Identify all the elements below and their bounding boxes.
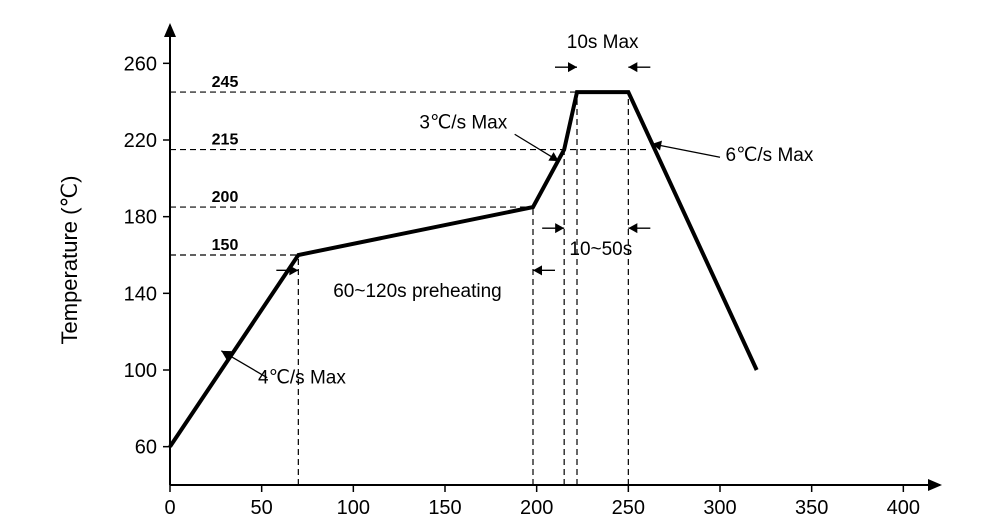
arrow-ramp-3c-head xyxy=(548,152,558,161)
y-tick-label: 180 xyxy=(124,207,157,229)
guide-hline-label: 150 xyxy=(212,237,239,254)
guide-hline-label: 245 xyxy=(212,74,239,91)
arrow-ramp-down-6c xyxy=(652,144,720,157)
label-ramp-down-6c: 6℃/s Max xyxy=(726,145,814,166)
label-ramp-3c: 3℃/s Max xyxy=(419,113,507,134)
x-tick-label: 0 xyxy=(164,497,175,519)
guide-hline-label: 215 xyxy=(212,132,239,149)
x-tick-label: 300 xyxy=(703,497,736,519)
temperature-profile xyxy=(170,92,757,447)
x-tick-label: 350 xyxy=(795,497,828,519)
y-tick-label: 100 xyxy=(124,360,157,382)
chart-svg: 0 50 100 150 200 250 300 350 400 60 100 140 180 220 26… xyxy=(0,0,1000,525)
x-axis-arrow xyxy=(928,479,942,491)
span-preheating-right-head xyxy=(533,265,542,275)
span-soak-right-head xyxy=(628,223,637,233)
y-tick-label: 260 xyxy=(124,53,157,75)
reflow-profile-chart: Temperature (℃) 050100150200250300350400… xyxy=(0,0,1000,525)
x-tick-label: 50 xyxy=(251,497,273,519)
span-soak-left-head xyxy=(555,223,564,233)
y-tick-label: 220 xyxy=(124,130,157,152)
y-axis-arrow xyxy=(164,23,176,37)
span-peak-left-head xyxy=(568,62,577,72)
x-tick-label: 400 xyxy=(887,497,920,519)
label-soak-10-50s: 10~50s xyxy=(569,239,632,260)
y-tick-label: 140 xyxy=(124,283,157,305)
x-tick-label: 100 xyxy=(337,497,370,519)
span-peak-right-head xyxy=(628,62,637,72)
span-preheating-left-head xyxy=(289,265,298,275)
label-preheating: 60~120s preheating xyxy=(333,281,502,302)
y-tick-label: 60 xyxy=(135,437,157,459)
guide-hline-label: 200 xyxy=(212,189,239,206)
x-tick-label: 250 xyxy=(612,497,645,519)
x-tick-label: 150 xyxy=(428,497,461,519)
x-tick-label: 200 xyxy=(520,497,553,519)
label-peak-10s: 10s Max xyxy=(567,32,639,53)
label-ramp-up-4c: 4℃/s Max xyxy=(258,367,346,388)
